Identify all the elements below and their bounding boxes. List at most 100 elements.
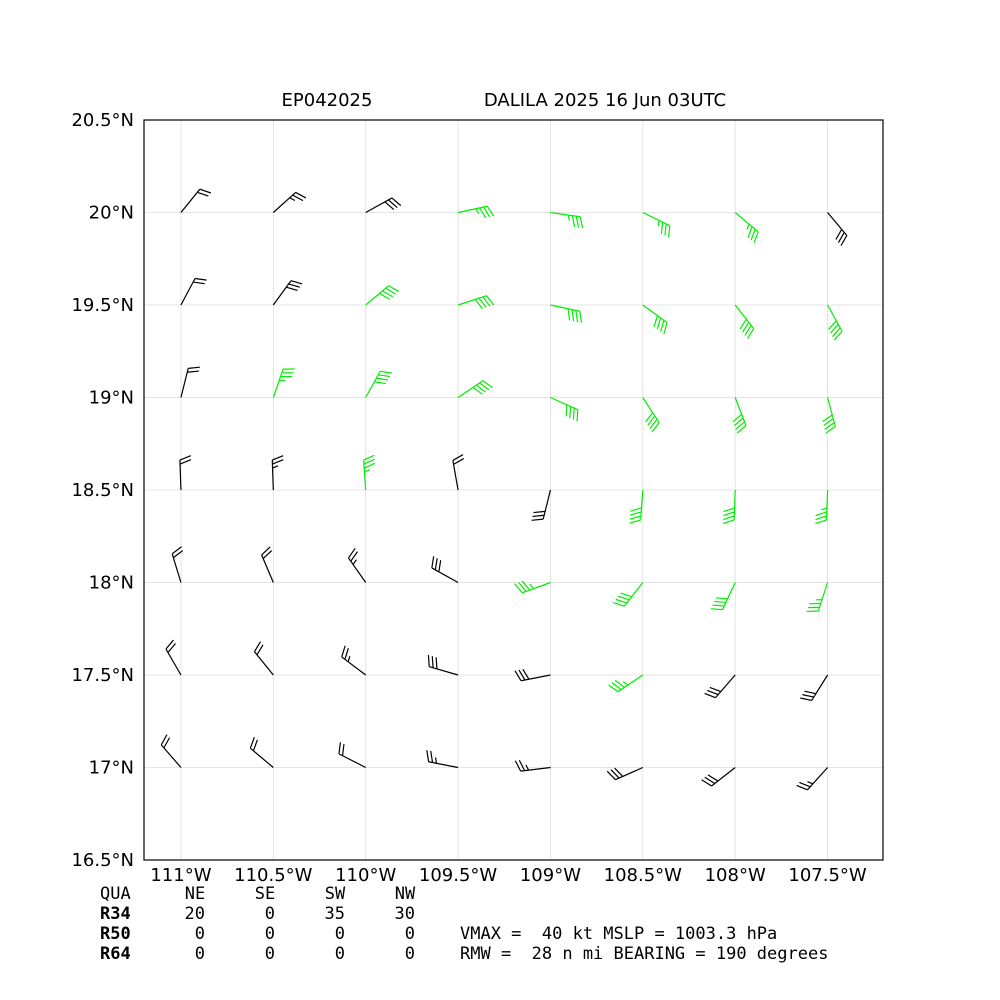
storm-info: VMAX = 40 kt MSLP = 1003.3 hPa [460, 924, 777, 944]
wind-barb [608, 674, 644, 693]
wind-barb [426, 750, 459, 769]
wind-barb [457, 295, 495, 310]
wind-barb [431, 556, 459, 584]
y-tick-label: 17°N [89, 758, 134, 779]
wind-barb [253, 641, 274, 676]
wind-barb [452, 454, 464, 491]
row-label: R64 [100, 944, 131, 964]
wind-barb [550, 211, 584, 229]
wind-barb [642, 211, 671, 238]
wind-barb [550, 304, 583, 323]
plot-frame [143, 119, 884, 861]
row-label: R34 [100, 904, 131, 924]
wind-barb [180, 188, 212, 213]
wind-barb [629, 489, 644, 524]
table-cell: 0 [195, 944, 205, 964]
table-header: SE [255, 884, 275, 904]
wind-barb [531, 489, 552, 521]
wind-barb [732, 397, 747, 434]
x-tick-label: 110.5°W [234, 865, 313, 886]
wind-barb [701, 767, 736, 787]
wind-barb [514, 668, 551, 682]
wind-barb [272, 191, 307, 213]
wind-barb [722, 489, 736, 525]
x-tick-label: 109.5°W [419, 865, 498, 886]
table-header: NE [185, 884, 205, 904]
wind-barb [179, 455, 192, 491]
wind-barb [365, 370, 392, 398]
wind-barb [550, 396, 579, 422]
wind-barb [171, 546, 184, 583]
wind-barb [710, 582, 736, 611]
table-cell: 0 [265, 924, 275, 944]
wind-barb [160, 734, 182, 768]
y-tick-label: 18.5°N [71, 480, 134, 501]
table-cell: 0 [195, 924, 205, 944]
x-tick-label: 111°W [150, 865, 211, 886]
table-cell: 0 [265, 904, 275, 924]
wind-barb [642, 397, 660, 433]
x-tick-label: 108°W [705, 865, 766, 886]
x-tick-label: 107.5°W [788, 865, 867, 886]
wind-barb [734, 212, 759, 243]
wind-barb [271, 455, 284, 491]
wind-barb [704, 674, 736, 699]
wind-barb [365, 285, 400, 306]
wind-barb [363, 454, 376, 491]
wind-barb [365, 197, 402, 214]
wind-barb [249, 737, 274, 768]
table-header: QUA [100, 884, 131, 904]
wind-barb [272, 280, 303, 306]
wind-barb [642, 304, 668, 335]
wind-barb [261, 546, 274, 583]
wind-barb [180, 366, 200, 398]
chart-title: DALILA 2025 16 Jun 03UTC [484, 90, 726, 111]
wind-barb [514, 759, 551, 772]
table-header: NW [395, 884, 416, 904]
table-cell: 35 [325, 904, 345, 924]
y-tick-label: 19°N [89, 388, 134, 409]
wind-barb [796, 767, 829, 791]
table-cell: 0 [405, 924, 415, 944]
x-tick-label: 109°W [520, 865, 581, 886]
wind-barb [827, 304, 843, 341]
wind-barb [180, 277, 207, 306]
storm-info: RMW = 28 n mi BEARING = 190 degrees [460, 944, 828, 964]
table-cell: 0 [335, 944, 345, 964]
wind-barb [348, 547, 367, 583]
table-header: SW [325, 884, 346, 904]
wind-barb [457, 205, 495, 219]
y-tick-label: 20.5°N [71, 110, 134, 131]
table-cell: 30 [395, 904, 415, 924]
chart-title-left: EP042025 [282, 90, 373, 111]
table-cell: 20 [185, 904, 205, 924]
wind-barb [827, 212, 848, 246]
table-cell: 0 [265, 944, 275, 964]
y-tick-label: 16.5°N [71, 850, 134, 871]
wind-barb [514, 580, 551, 594]
row-label: R50 [100, 924, 131, 944]
wind-barb [341, 645, 367, 676]
table-cell: 0 [405, 944, 415, 964]
y-tick-label: 19.5°N [71, 295, 134, 316]
y-tick-label: 18°N [89, 573, 134, 594]
wind-barb [338, 742, 366, 769]
wind-barb [427, 655, 459, 676]
wind-barb [457, 380, 493, 398]
x-tick-label: 108.5°W [604, 865, 683, 886]
wind-barb [606, 766, 644, 781]
wind-barb [272, 368, 295, 398]
table-cell: 0 [335, 924, 345, 944]
wind-barb [165, 639, 182, 676]
y-tick-label: 17.5°N [71, 665, 134, 686]
wind-barb [800, 674, 829, 702]
wind-barb [815, 489, 829, 525]
plot-area [144, 119, 883, 861]
y-tick-label: 20°N [89, 203, 134, 224]
wind-barb [822, 397, 836, 434]
wind-barb [806, 582, 829, 613]
wind-barb [613, 582, 644, 607]
